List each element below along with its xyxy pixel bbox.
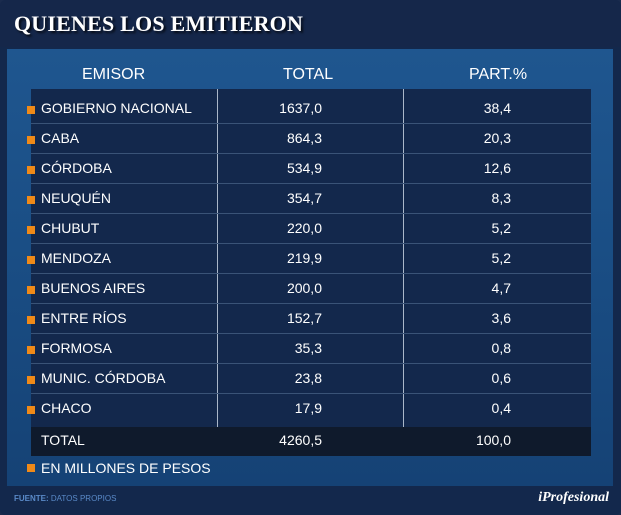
row-total: 219,9	[286, 250, 322, 266]
row-bullet-icon	[27, 406, 35, 414]
total-part: 100,0	[475, 432, 511, 448]
row-part: 3,6	[491, 310, 511, 326]
table-row: ENTRE RÍOS 152,7 3,6	[0, 304, 621, 334]
row-total: 220,0	[286, 220, 322, 236]
row-part: 12,6	[483, 160, 511, 176]
row-emisor: MENDOZA	[41, 250, 111, 266]
row-emisor: MUNIC. CÓRDOBA	[41, 370, 166, 386]
row-separator	[31, 243, 591, 244]
row-total: 1637,0	[279, 100, 322, 116]
row-separator	[31, 303, 591, 304]
row-bullet-icon	[27, 286, 35, 294]
row-bullet-icon	[27, 226, 35, 234]
row-bullet-icon	[27, 256, 35, 264]
row-separator	[31, 213, 591, 214]
table-row: GOBIERNO NACIONAL 1637,0 38,4	[0, 94, 621, 124]
row-emisor: ENTRE RÍOS	[41, 310, 127, 326]
table-row: MENDOZA 219,9 5,2	[0, 244, 621, 274]
row-separator	[31, 183, 591, 184]
row-part: 8,3	[491, 190, 511, 206]
row-emisor: NEUQUÉN	[41, 190, 112, 206]
brand-logo: iProfesional	[538, 490, 609, 505]
row-emisor: CÓRDOBA	[41, 160, 112, 176]
column-divider	[403, 89, 404, 427]
row-part: 20,3	[483, 130, 511, 146]
row-bullet-icon	[27, 196, 35, 204]
table-row: MUNIC. CÓRDOBA 23,8 0,6	[0, 364, 621, 394]
row-total: 864,3	[286, 130, 322, 146]
header-emisor: EMISOR	[82, 66, 146, 83]
row-total: 23,8	[294, 370, 322, 386]
row-total: 354,7	[286, 190, 322, 206]
total-label: TOTAL	[41, 432, 85, 448]
footer-bar	[0, 486, 621, 515]
source-credit: FUENTE: DATOS PROPIOS	[14, 494, 116, 503]
note-bullet-icon	[27, 464, 35, 472]
row-part: 38,4	[483, 100, 511, 116]
row-separator	[31, 363, 591, 364]
table-body	[31, 89, 591, 427]
row-total: 152,7	[286, 310, 322, 326]
row-separator	[31, 393, 591, 394]
row-emisor: BUENOS AIRES	[41, 280, 146, 296]
row-bullet-icon	[27, 136, 35, 144]
row-emisor: GOBIERNO NACIONAL	[41, 100, 192, 116]
table-row: CÓRDOBA 534,9 12,6	[0, 154, 621, 184]
total-row	[31, 427, 591, 456]
units-note: EN MILLONES DE PESOS	[41, 460, 211, 476]
row-part: 0,8	[491, 340, 511, 356]
header-part: PART.%	[469, 66, 528, 83]
title-bar: QUIENES LOS EMITIERON	[0, 0, 621, 47]
row-part: 0,6	[491, 370, 511, 386]
total-value: 4260,5	[279, 432, 322, 448]
row-total: 17,9	[294, 400, 322, 416]
table-row: CHUBUT 220,0 5,2	[0, 214, 621, 244]
row-bullet-icon	[27, 316, 35, 324]
source-text: DATOS PROPIOS	[50, 494, 117, 503]
table-row: CABA 864,3 20,3	[0, 124, 621, 154]
table-row: NEUQUÉN 354,7 8,3	[0, 184, 621, 214]
row-bullet-icon	[27, 166, 35, 174]
table-row: BUENOS AIRES 200,0 4,7	[0, 274, 621, 304]
row-part: 5,2	[491, 220, 511, 236]
row-separator	[31, 273, 591, 274]
table-row: CHACO 17,9 0,4	[0, 394, 621, 424]
row-emisor: FORMOSA	[41, 340, 112, 356]
row-part: 4,7	[491, 280, 511, 296]
page-title: QUIENES LOS EMITIERON	[14, 11, 304, 36]
row-total: 200,0	[286, 280, 322, 296]
row-emisor: CABA	[41, 130, 80, 146]
table-row: FORMOSA 35,3 0,8	[0, 334, 621, 364]
source-label: FUENTE:	[14, 494, 49, 503]
row-separator	[31, 153, 591, 154]
row-emisor: CHUBUT	[41, 220, 100, 236]
row-part: 0,4	[491, 400, 511, 416]
row-part: 5,2	[491, 250, 511, 266]
column-divider	[217, 89, 218, 427]
row-bullet-icon	[27, 106, 35, 114]
row-total: 534,9	[286, 160, 322, 176]
row-bullet-icon	[27, 346, 35, 354]
header-total: TOTAL	[283, 66, 334, 83]
row-separator	[31, 333, 591, 334]
row-bullet-icon	[27, 376, 35, 384]
row-emisor: CHACO	[41, 400, 92, 416]
row-total: 35,3	[294, 340, 322, 356]
row-separator	[31, 123, 591, 124]
